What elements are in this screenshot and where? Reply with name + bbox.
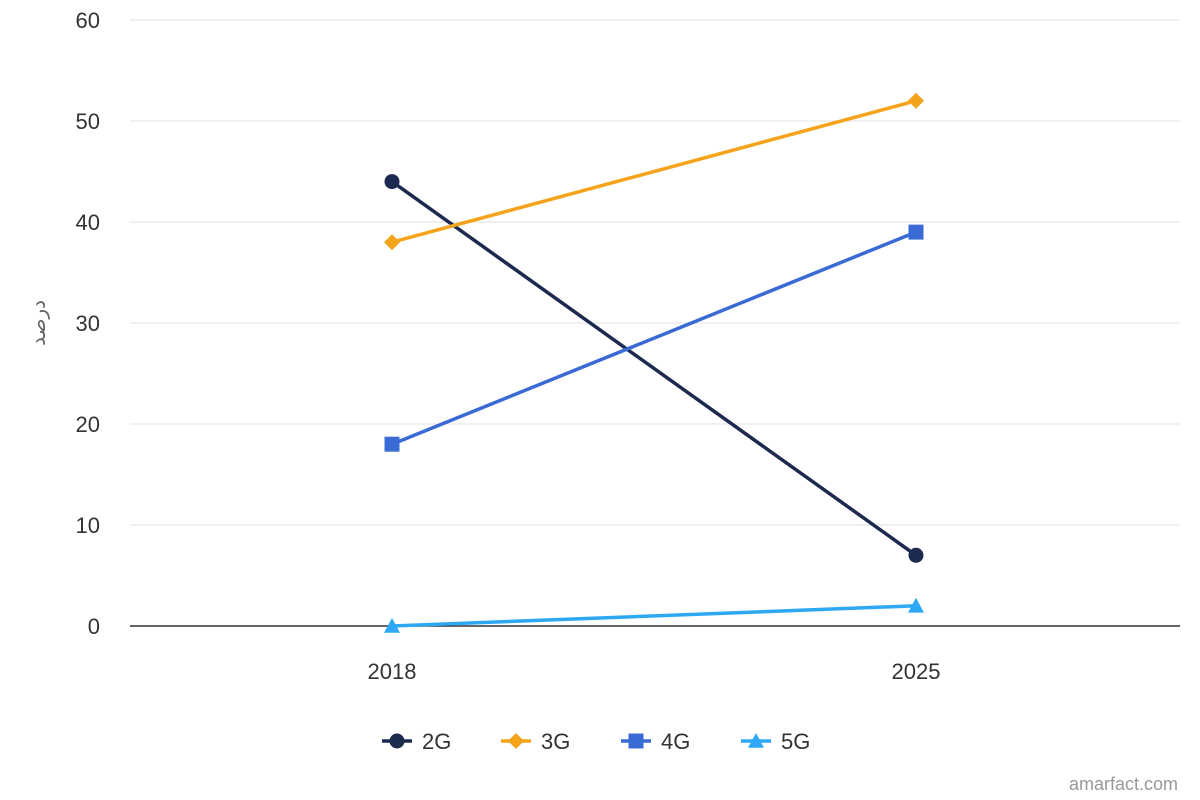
legend-item-5G[interactable]: 5G [741,729,810,754]
x-axis-tick-labels: 2018 2025 [368,659,941,684]
legend-label: 5G [781,729,810,754]
data-point-5G [908,597,924,613]
series-lines [384,92,924,633]
y-tick-label: 10 [76,513,100,538]
y-tick-label: 50 [76,109,100,134]
series-line-2G [390,180,918,557]
y-tick-label: 40 [76,210,100,235]
y-tick-label: 60 [76,8,100,33]
x-tick-label: 2018 [368,659,417,684]
gridlines [130,19,1180,526]
data-point-4G [384,436,400,452]
legend-marker [508,733,524,749]
legend-label: 4G [661,729,690,754]
series-4G [384,224,924,452]
series-3G [384,92,924,251]
legend-marker [628,733,644,749]
y-tick-label: 0 [88,614,100,639]
data-point-2G [384,174,400,190]
series-line-5G [391,604,917,628]
legend-item-3G[interactable]: 3G [501,729,570,754]
series-2G [384,174,924,563]
x-tick-label: 2025 [892,659,941,684]
legend-label: 2G [422,729,451,754]
legend-item-4G[interactable]: 4G [621,729,690,754]
data-point-2G [908,547,924,563]
legend-label: 3G [541,729,570,754]
series-line-3G [391,99,917,244]
y-axis-tick-labels: 0 10 20 30 40 50 60 [76,8,100,639]
y-tick-label: 20 [76,412,100,437]
legend-marker [389,733,405,749]
credit-text: amarfact.com [1069,774,1178,794]
legend-marker [748,733,764,748]
data-point-3G [908,92,924,109]
y-tick-label: 30 [76,311,100,336]
series-line-4G [391,230,917,446]
data-point-5G [384,618,400,633]
legend: 2G 3G 4G 5G [382,729,810,754]
y-axis-title: درصد [28,300,50,346]
legend-item-2G[interactable]: 2G [382,729,451,754]
data-point-4G [908,224,924,240]
data-point-3G [384,234,400,251]
series-5G [384,597,924,633]
